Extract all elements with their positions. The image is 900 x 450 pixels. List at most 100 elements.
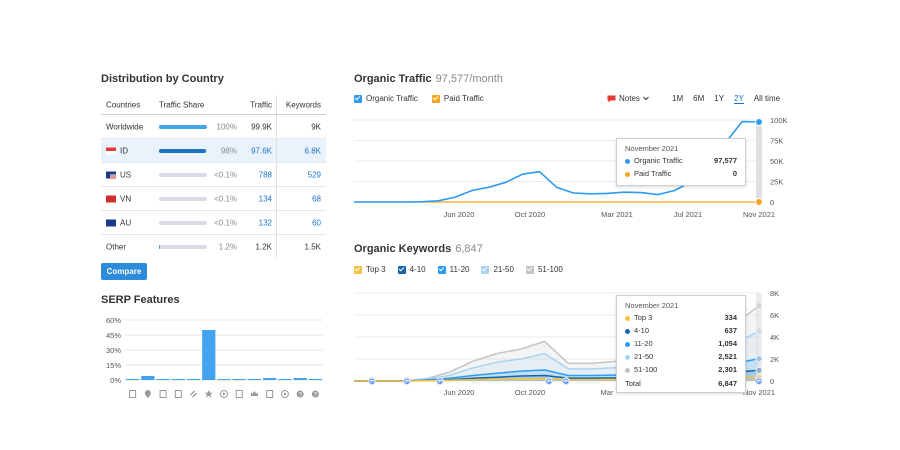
- serp-bar: [308, 379, 322, 380]
- local-pack-icon[interactable]: [144, 390, 151, 398]
- legend-paid-traffic[interactable]: Paid Traffic: [431, 94, 484, 103]
- notes-dropdown[interactable]: Notes: [607, 94, 649, 103]
- country-name: US: [120, 170, 132, 179]
- serp-bar: [293, 378, 307, 380]
- legend-checkbox[interactable]: [437, 265, 446, 274]
- video-thumbnail-icon[interactable]: [280, 390, 289, 398]
- keywords-value[interactable]: 68: [312, 194, 321, 203]
- flag-us-icon: [106, 171, 116, 179]
- keywords-value[interactable]: 6.8K: [304, 146, 321, 155]
- question-glyph: ?: [314, 393, 318, 399]
- traffic-share-fill: [159, 124, 207, 129]
- table-row[interactable]: Other 1.2% 1.2K 1.5K: [101, 235, 326, 258]
- table-row[interactable]: US <0.1% 788 529: [101, 163, 326, 187]
- box-shape: [159, 390, 167, 398]
- google-update-icon[interactable]: [562, 377, 570, 385]
- keywords-value[interactable]: 60: [312, 218, 321, 227]
- legend-checkbox[interactable]: [397, 265, 406, 274]
- traffic-share-bar: [159, 220, 207, 225]
- tooltip-organic-row: Organic Traffic 97,577: [625, 156, 737, 167]
- kw-tooltip-label: 11-20: [634, 339, 653, 348]
- country-cell[interactable]: ID: [106, 146, 128, 155]
- legend-11-20[interactable]: 11-20: [437, 265, 470, 274]
- table-row[interactable]: AU <0.1% 132 60: [101, 211, 326, 235]
- tooltip-organic-label: Organic Traffic: [634, 156, 683, 165]
- keywords-value[interactable]: 529: [307, 170, 321, 179]
- kw-y-tick: 4K: [770, 333, 779, 342]
- country-cell[interactable]: VN: [106, 194, 131, 203]
- legend-51-100[interactable]: 51-100: [525, 265, 563, 274]
- google-update-icon[interactable]: [368, 377, 376, 385]
- kw-y-tick: 0: [770, 377, 774, 386]
- reviews-icon[interactable]: [159, 390, 167, 398]
- serp-bar: [263, 378, 277, 380]
- legend-checkbox[interactable]: [481, 265, 490, 274]
- column-divider: [276, 211, 277, 234]
- google-update-icon[interactable]: [403, 377, 411, 385]
- kw-y-tick: 6K: [770, 311, 779, 320]
- legend-label: 21-50: [493, 265, 514, 274]
- serp-bar: [186, 379, 201, 380]
- legend-label: 11-20: [449, 265, 470, 274]
- google-update-icon[interactable]: [436, 377, 444, 385]
- traffic-value[interactable]: 134: [258, 194, 272, 203]
- traffic-value[interactable]: 97.6K: [251, 146, 272, 155]
- image-icon[interactable]: [174, 390, 182, 398]
- top-stories-icon[interactable]: [250, 391, 258, 396]
- table-row[interactable]: Worldwide 100% 99.9K 9K: [101, 115, 326, 139]
- kw-tooltip-row: Top 3 334: [625, 313, 737, 324]
- carousel-icon[interactable]: [235, 390, 243, 398]
- legend-checkbox[interactable]: [525, 265, 534, 274]
- legend-organic-traffic-label: Organic Traffic: [366, 94, 418, 103]
- google-update-icon[interactable]: [545, 377, 553, 385]
- country-cell[interactable]: AU: [106, 218, 131, 227]
- traffic-value[interactable]: 132: [258, 218, 272, 227]
- kw-tooltip-value: 637: [724, 326, 737, 335]
- people-also-ask-icon[interactable]: ?: [296, 390, 304, 399]
- column-divider: [276, 187, 277, 210]
- question-glyph: ?: [298, 393, 302, 399]
- serp-features-chart: 60% 45% 30% 15% 0%??: [106, 316, 323, 399]
- country-cell[interactable]: US: [106, 170, 131, 179]
- google-update-icon[interactable]: [755, 377, 763, 385]
- country-name: AU: [120, 218, 132, 227]
- legend-top-3[interactable]: Top 3: [354, 265, 386, 274]
- link-shape: [190, 390, 197, 398]
- traffic-share-bar: [159, 124, 207, 129]
- legend-4-10[interactable]: 4-10: [397, 265, 426, 274]
- knowledge-panel-icon[interactable]: [266, 390, 274, 398]
- table-row[interactable]: ID 98% 97.6K 6.8K: [101, 139, 326, 163]
- compare-button[interactable]: Compare: [101, 263, 147, 280]
- serp-y-tick: 15%: [106, 361, 121, 370]
- faq-icon[interactable]: ?: [311, 390, 319, 399]
- kw-tooltip-date: November 2021: [625, 301, 679, 310]
- legend-checkbox[interactable]: [354, 265, 362, 274]
- video-icon[interactable]: [220, 390, 228, 398]
- crown-shape: [250, 391, 258, 396]
- legend-organic-traffic[interactable]: Organic Traffic: [354, 94, 418, 103]
- traffic-value[interactable]: 788: [258, 170, 272, 179]
- sitelinks-icon[interactable]: [190, 390, 197, 398]
- kw-tooltip-label: Top 3: [634, 313, 653, 322]
- range-2y[interactable]: 2Y: [734, 94, 744, 104]
- flag-vn-icon: [106, 195, 116, 203]
- featured-snippet-icon[interactable]: [129, 390, 137, 398]
- range-1y[interactable]: 1Y: [714, 94, 725, 103]
- traffic-x-tick: Mar 2021: [601, 210, 633, 219]
- organic-dot: [625, 158, 630, 164]
- range-all-time[interactable]: All time: [753, 94, 781, 103]
- country-table: Countries Traffic Share Traffic Keywords…: [101, 95, 326, 258]
- series-dot: [625, 367, 630, 373]
- paid-traffic-checkbox[interactable]: [431, 94, 440, 103]
- country-name: ID: [120, 146, 128, 155]
- legend-label: Top 3: [366, 265, 386, 274]
- legend-21-50[interactable]: 21-50: [481, 265, 514, 274]
- traffic-share-value: <0.1%: [214, 170, 237, 179]
- date-range-selector: 1M 6M 1Y 2Y All time: [672, 94, 780, 104]
- header-keywords: Keywords: [285, 100, 321, 109]
- organic-traffic-checkbox[interactable]: [354, 94, 362, 103]
- star-icon[interactable]: [204, 390, 213, 398]
- range-1m[interactable]: 1M: [672, 94, 684, 103]
- range-6m[interactable]: 6M: [693, 94, 705, 103]
- table-row[interactable]: VN <0.1% 134 68: [101, 187, 326, 211]
